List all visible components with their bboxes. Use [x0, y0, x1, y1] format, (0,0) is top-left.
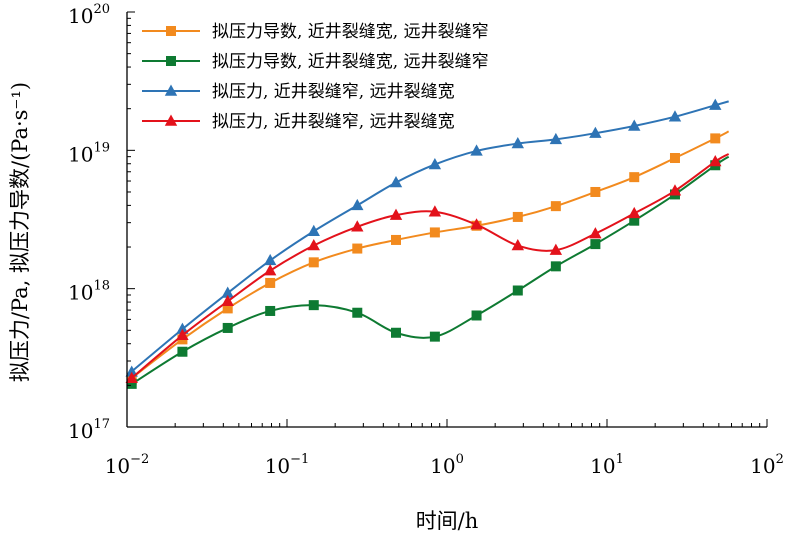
series-3-point	[628, 119, 641, 131]
series-4-point	[307, 239, 320, 251]
series-3-point	[511, 137, 524, 149]
x-tick-label: 10−1	[265, 452, 310, 478]
series-2-point	[629, 215, 640, 226]
series-3	[125, 98, 729, 377]
series-3-point	[221, 286, 234, 298]
series-4-point	[389, 208, 403, 220]
legend-label: 拟压力导数, 近井裂缝宽, 远井裂缝窄	[212, 52, 489, 72]
legend-marker	[166, 26, 176, 36]
series-layer	[125, 98, 730, 389]
series-2-point	[550, 261, 561, 272]
series-2-point	[126, 378, 137, 389]
series-1-point	[629, 172, 640, 183]
series-3-point	[176, 322, 189, 334]
y-tick-label: 1020	[68, 2, 110, 28]
legend-entry: 拟压力导数, 近井裂缝宽, 远井裂缝窄	[142, 52, 489, 72]
series-2-point	[265, 305, 276, 316]
series-1-point	[352, 243, 363, 254]
series-1	[126, 130, 730, 385]
legend-marker	[164, 84, 178, 96]
series-1-point	[429, 227, 440, 238]
series-2-point	[177, 346, 188, 357]
series-4-point	[470, 218, 483, 230]
series-4-point	[709, 155, 722, 167]
legend-label: 拟压力, 近井裂缝窄, 远井裂缝宽	[212, 112, 455, 132]
series-4-point	[668, 184, 682, 196]
series-1-point	[391, 234, 401, 245]
series-4-point	[125, 371, 138, 384]
series-1-point	[512, 211, 523, 222]
y-axis-title: 拟压力/Pa, 拟压力导数/(Pa·s⁻¹)	[8, 82, 32, 382]
legend-marker	[166, 56, 176, 66]
series-2-point	[512, 285, 523, 296]
series-3-point	[263, 253, 277, 266]
legend-label: 拟压力, 近井裂缝窄, 远井裂缝宽	[212, 82, 455, 102]
series-2-line	[129, 155, 730, 387]
y-tick-label: 1019	[68, 140, 110, 166]
series-2-point	[590, 239, 601, 250]
y-tick-label: 1018	[68, 279, 110, 305]
series-4-point	[351, 220, 364, 232]
series-3-line	[129, 100, 729, 374]
y-tick-label: 1017	[68, 417, 110, 443]
series-1-line	[129, 130, 730, 381]
axis-layer	[126, 11, 768, 428]
series-4-point	[511, 239, 524, 251]
series-3-point	[668, 110, 682, 122]
series-1-point	[265, 277, 276, 288]
series-3-point	[470, 144, 483, 156]
series-4-point	[549, 243, 563, 255]
series-3-point	[351, 198, 364, 211]
series-3-point	[428, 157, 442, 170]
series-4-point	[221, 294, 234, 307]
x-tick-label: 100	[430, 452, 464, 478]
series-3-point	[307, 224, 320, 236]
series-2-point	[352, 307, 363, 318]
series-4-point	[428, 205, 442, 217]
series-3-point	[389, 176, 403, 188]
series-3-point	[589, 126, 602, 138]
x-tick-label: 10−2	[105, 452, 150, 478]
series-4	[125, 153, 730, 384]
series-4-point	[263, 264, 277, 276]
legend-entry: 拟压力, 近井裂缝窄, 远井裂缝宽	[142, 82, 455, 102]
legend-label: 拟压力导数, 近井裂缝宽, 远井裂缝窄	[212, 22, 489, 42]
series-1-point	[550, 201, 561, 212]
series-3-point	[125, 365, 138, 377]
series-3-point	[709, 98, 722, 110]
series-1-point	[222, 303, 233, 314]
x-tick-label: 101	[590, 452, 624, 478]
series-4-point	[628, 206, 641, 219]
legend-entry: 拟压力导数, 近井裂缝宽, 远井裂缝窄	[142, 22, 489, 42]
series-2-point	[308, 300, 319, 311]
tick-label-layer: 10−2 10−1 100 101 102 1017 1018 1019 1020	[68, 2, 784, 478]
series-2-point	[222, 322, 233, 333]
x-tick-label: 102	[750, 452, 784, 478]
series-4-point	[589, 227, 602, 239]
series-4-point	[176, 328, 189, 341]
x-axis-title: 时间/h	[416, 509, 479, 533]
series-1-point	[590, 186, 601, 197]
legend-marker	[164, 114, 178, 126]
series-2-point	[471, 310, 482, 321]
series-3-point	[549, 132, 563, 145]
series-1-point	[308, 257, 319, 268]
legend-entry: 拟压力, 近井裂缝窄, 远井裂缝宽	[142, 112, 455, 132]
series-2-point	[391, 327, 401, 338]
series-1-point	[669, 153, 680, 164]
series-1-point	[710, 133, 721, 144]
series-2	[126, 155, 730, 389]
series-4-line	[129, 153, 730, 381]
series-2-point	[429, 331, 440, 342]
